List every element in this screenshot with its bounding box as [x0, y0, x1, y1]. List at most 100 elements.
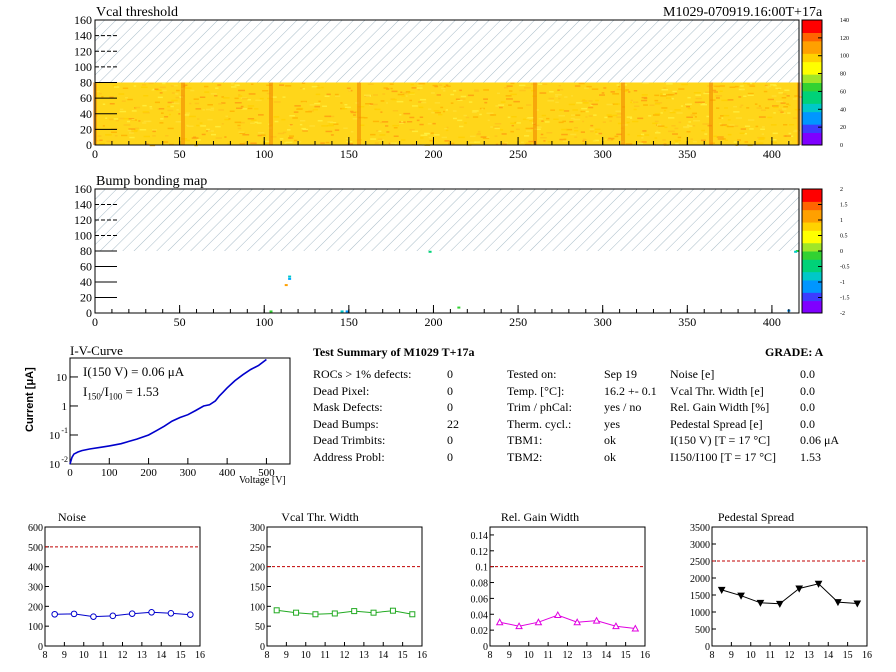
plot-x-tick-label: 15 — [843, 650, 853, 661]
summary-label: Dead Pixel: — [313, 383, 370, 398]
plot-y-tick-label: 2500 — [690, 557, 710, 568]
y-tick-label: 20 — [80, 122, 92, 136]
summary-title: Test Summary of M1029 T+17a — [313, 345, 475, 359]
plot-series-line — [721, 583, 858, 605]
y-tick-label: 0 — [86, 138, 92, 152]
summary-value: 0 — [447, 400, 453, 414]
data-point — [612, 622, 620, 630]
iv-x-tick-label: 500 — [258, 467, 275, 479]
y-tick-label: 0 — [86, 306, 92, 320]
data-point — [795, 585, 804, 593]
data-point — [515, 622, 523, 630]
plot-x-tick-label: 10 — [301, 650, 311, 661]
plot-x-tick-label: 13 — [359, 650, 369, 661]
x-tick-label: 300 — [594, 315, 612, 329]
scale-tick-label: 0 — [840, 143, 843, 149]
plot-gain_width: Rel. Gain Width 8 9 10 11 12 13 14 15 16 0 0.02 0.04… — [471, 510, 651, 661]
plot-frame — [489, 526, 646, 647]
iv-y-tick-label: 10 — [49, 459, 61, 471]
high-threshold-column — [533, 82, 537, 145]
y-tick-label: 60 — [80, 260, 92, 274]
x-tick-label: 400 — [763, 315, 781, 329]
plot-y-tick-label: 0.08 — [471, 579, 489, 590]
summary-value: 0 — [447, 383, 453, 398]
plot-title-pedestal: Pedestal Spread — [718, 510, 794, 524]
summary-label: Dead Bumps: — [313, 416, 379, 431]
plot-y-tick-label: 0 — [38, 642, 43, 653]
summary-value: 0 — [447, 367, 453, 381]
summary-label: TBM2: — [507, 449, 543, 464]
plot-x-tick-label: 11 — [98, 650, 108, 661]
y-tick-label: 120 — [74, 213, 92, 227]
module-id: M1029-070919.16:00T+17a — [663, 5, 823, 20]
plot-x-tick-label: 11 — [765, 650, 775, 661]
vcal-map-title: Vcal threshold — [96, 5, 179, 20]
iv-y-tick-exponent: -2 — [61, 455, 68, 464]
plot-x-tick-label: 14 — [823, 650, 833, 661]
scale-tick-label: 0 — [840, 249, 843, 255]
data-point — [775, 600, 784, 608]
scale-tick-label: 0.5 — [840, 234, 848, 240]
data-point — [273, 607, 280, 614]
x-tick-label: 0 — [92, 315, 98, 329]
plot-noise: Noise 8 9 10 11 12 13 14 15 16 0 100 200 300 400 500 600 — [28, 510, 205, 661]
summary-label: I(150 V) [T = 17 °C] — [670, 433, 771, 447]
summary-value: 0.0 — [800, 383, 815, 398]
plot-y-tick-label: 2000 — [690, 574, 710, 585]
scale-tick-label: -0.5 — [840, 265, 850, 271]
data-point — [70, 610, 78, 618]
summary-label: Temp. [°C]: — [507, 383, 565, 398]
iv-x-tick-label: 0 — [67, 467, 73, 479]
scale-tick-label: -1.5 — [840, 296, 850, 302]
plot-y-tick-label: 0 — [483, 642, 488, 653]
plot-y-tick-label: 250 — [250, 543, 265, 554]
iv-y-tick-label: 10 — [56, 372, 68, 384]
empty-region-hatch — [95, 20, 799, 83]
plot-vcal_width: Vcal Thr. Width 8 9 10 11 12 13 14 15 16 0 50 100 150… — [250, 510, 427, 661]
x-tick-label: 350 — [678, 147, 696, 161]
x-tick-label: 100 — [255, 315, 273, 329]
summary-label: Vcal Thr. Width [e] — [670, 383, 764, 398]
plot-y-tick-label: 0.1 — [476, 563, 489, 574]
plot-y-tick-label: 200 — [28, 602, 43, 613]
iv-y-tick-label: 10 — [49, 430, 61, 442]
plot-x-tick-label: 12 — [340, 650, 350, 661]
iv-annotation-ratio: I150/I100 = 1.53 — [83, 384, 159, 402]
plot-x-tick-label: 13 — [804, 650, 814, 661]
plot-x-tick-label: 13 — [137, 650, 147, 661]
iv-x-tick-label: 200 — [140, 467, 157, 479]
y-tick-label: 100 — [74, 229, 92, 243]
bump-point — [795, 250, 799, 252]
plot-pedestal: Pedestal Spread 8 9 10 11 12 13 14 15 16 0 500 1000 1… — [690, 510, 872, 661]
scale-tick-label: 60 — [840, 89, 846, 95]
plot-x-tick-label: 15 — [176, 650, 186, 661]
plot-series-line — [276, 609, 413, 615]
data-point — [409, 611, 416, 618]
scale-tick-label: 80 — [840, 72, 846, 78]
plot-frame — [266, 526, 423, 647]
x-tick-label: 200 — [424, 315, 442, 329]
plot-frame — [711, 526, 868, 647]
plot-x-tick-label: 11 — [543, 650, 553, 661]
empty-region-hatch — [95, 189, 799, 251]
iv-title: I-V-Curve — [70, 343, 123, 358]
y-tick-label: 40 — [80, 275, 92, 289]
bump-point — [457, 306, 461, 309]
summary-value: 0.06 μA — [800, 433, 840, 447]
plot-x-tick-label: 16 — [195, 650, 205, 661]
plot-y-tick-label: 0.14 — [471, 531, 489, 542]
y-tick-label: 40 — [80, 107, 92, 121]
plot-x-tick-label: 8 — [488, 650, 493, 661]
summary-label: TBM1: — [507, 433, 543, 447]
summary-label: Address Probl: — [313, 449, 385, 464]
plot-x-tick-label: 8 — [43, 650, 48, 661]
bump-point — [340, 310, 344, 313]
plot-y-tick-label: 150 — [250, 583, 265, 594]
summary-value: 0 — [447, 449, 453, 464]
plot-y-tick-label: 0 — [260, 642, 265, 653]
scale-tick-label: 100 — [840, 54, 849, 60]
bump-point — [428, 250, 432, 253]
data-point — [90, 613, 97, 620]
data-point — [814, 580, 823, 588]
plot-y-tick-label: 3500 — [690, 523, 710, 534]
